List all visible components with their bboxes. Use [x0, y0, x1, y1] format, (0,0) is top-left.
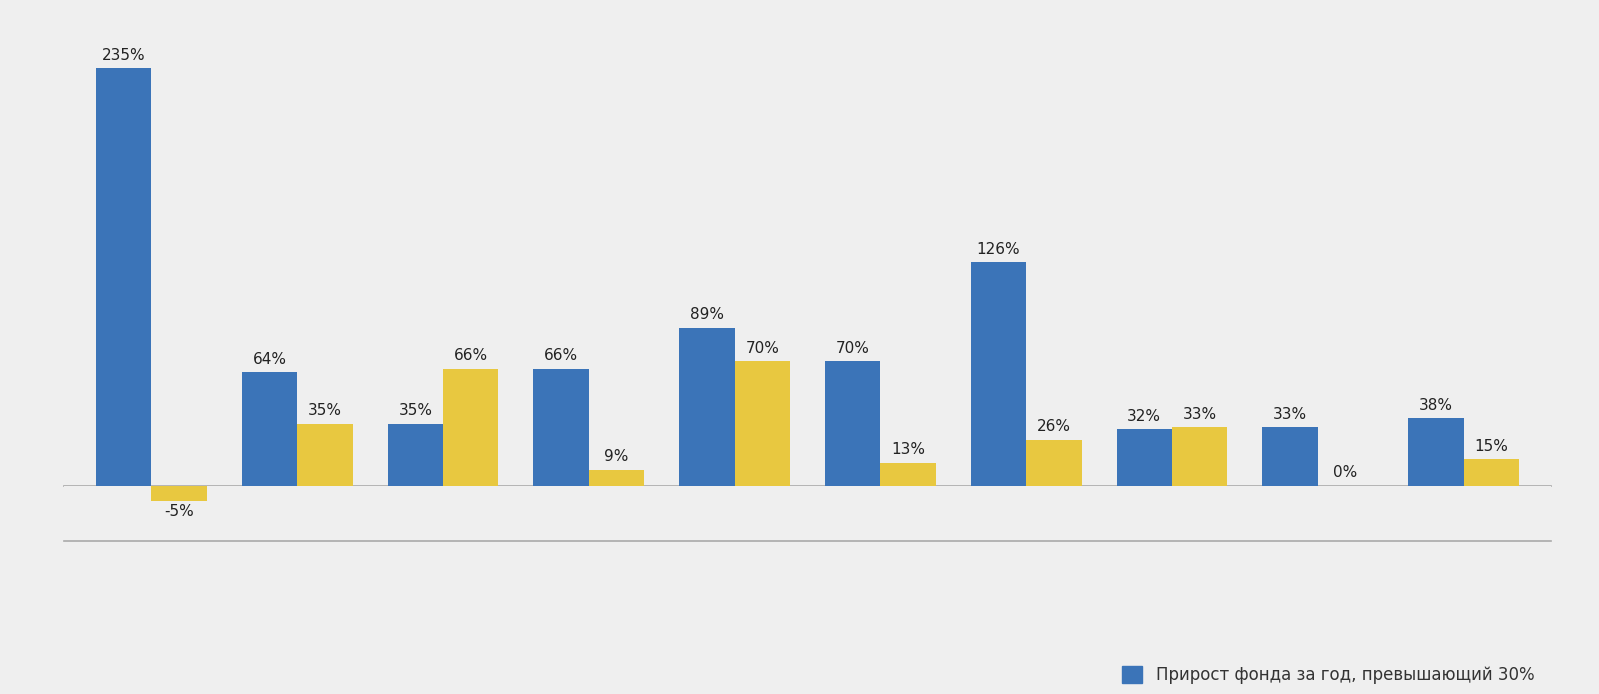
- Bar: [825, 362, 881, 486]
- Text: 64%: 64%: [253, 352, 286, 366]
- Bar: [734, 362, 790, 486]
- Text: 38%: 38%: [1418, 398, 1453, 413]
- Text: 32%: 32%: [1127, 409, 1161, 423]
- Bar: [1262, 428, 1318, 486]
- Text: 33%: 33%: [1183, 407, 1217, 422]
- Text: 66%: 66%: [544, 348, 579, 363]
- Text: 66%: 66%: [454, 348, 488, 363]
- Text: 15%: 15%: [1474, 439, 1508, 454]
- Text: 126%: 126%: [977, 242, 1020, 257]
- Text: 35%: 35%: [398, 403, 432, 418]
- Bar: [534, 369, 588, 486]
- Bar: [1463, 459, 1519, 486]
- Bar: [881, 463, 935, 486]
- Text: 13%: 13%: [891, 442, 926, 457]
- Bar: [152, 486, 206, 501]
- Text: 35%: 35%: [309, 403, 342, 418]
- Bar: [1172, 428, 1228, 486]
- Text: 235%: 235%: [102, 48, 146, 63]
- Text: 70%: 70%: [745, 341, 779, 356]
- Bar: [680, 328, 734, 486]
- Text: 70%: 70%: [836, 341, 870, 356]
- Text: 26%: 26%: [1036, 419, 1071, 434]
- Text: -5%: -5%: [165, 505, 193, 519]
- Bar: [1116, 429, 1172, 486]
- Bar: [96, 68, 152, 486]
- Bar: [241, 372, 297, 486]
- Bar: [387, 423, 443, 486]
- Legend: Прирост фонда за год, превышающий 30%, Прирост фонда в последующий год: Прирост фонда за год, превышающий 30%, П…: [1115, 658, 1543, 694]
- Text: 9%: 9%: [604, 450, 628, 464]
- Bar: [1027, 439, 1081, 486]
- Bar: [971, 262, 1027, 486]
- Bar: [588, 470, 644, 486]
- Bar: [297, 423, 353, 486]
- Text: 89%: 89%: [689, 307, 724, 322]
- Bar: [1409, 418, 1463, 486]
- Text: 0%: 0%: [1334, 466, 1358, 480]
- Text: 33%: 33%: [1273, 407, 1306, 422]
- Bar: [443, 369, 499, 486]
